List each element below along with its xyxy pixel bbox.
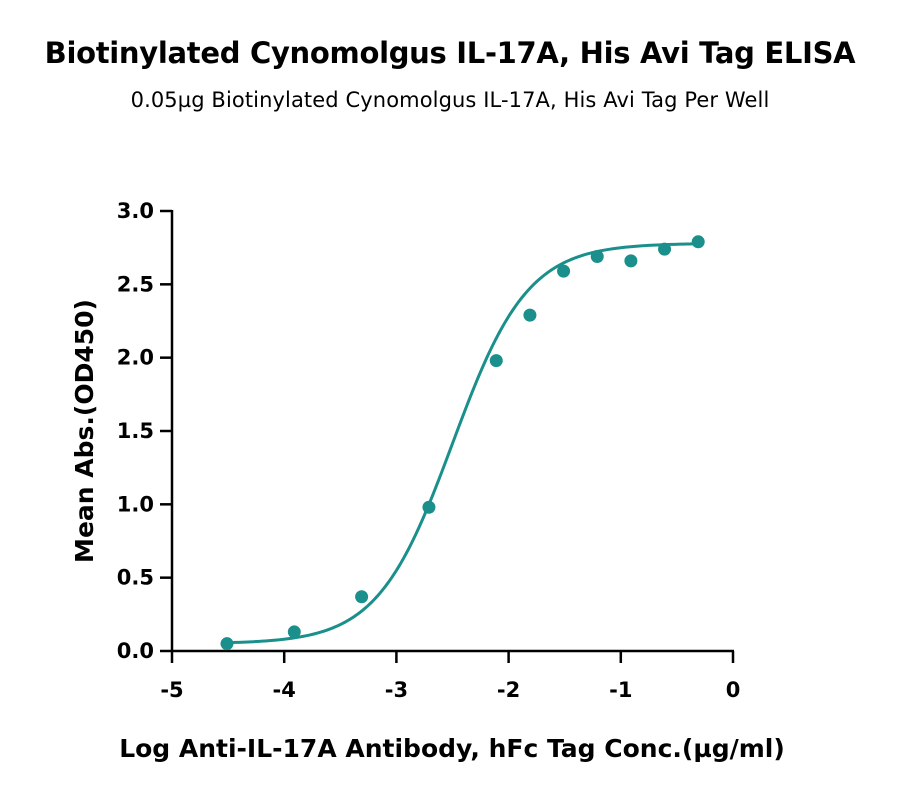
y-tick-label: 2.0 — [117, 346, 154, 370]
data-point — [355, 590, 369, 604]
x-tick-label: -4 — [273, 678, 296, 702]
x-tick-label: 0 — [726, 678, 741, 702]
data-point — [590, 249, 604, 263]
y-axis-label: Mean Abs.(OD450) — [70, 299, 99, 563]
data-point — [624, 254, 638, 268]
y-tick-label: 1.5 — [117, 419, 154, 443]
x-tick-label: -5 — [160, 678, 183, 702]
data-point — [489, 354, 503, 368]
data-point — [523, 308, 537, 322]
x-ticks: -5 -4 -3 -2 -1 0 — [160, 651, 740, 702]
data-point — [287, 625, 301, 639]
x-tick-label: -3 — [385, 678, 408, 702]
data-point — [422, 500, 436, 514]
axes — [170, 210, 734, 653]
data-point — [220, 637, 234, 651]
fit-curve — [226, 242, 699, 645]
chart-subtitle: 0.05µg Biotinylated Cynomolgus IL-17A, H… — [130, 88, 770, 112]
x-tick-label: -1 — [609, 678, 632, 702]
x-axis-label: Log Anti-IL-17A Antibody, hFc Tag Conc.(… — [119, 734, 785, 763]
y-tick-label: 1.0 — [117, 492, 154, 516]
y-tick-label: 0.5 — [117, 566, 154, 590]
data-points — [220, 235, 705, 651]
y-tick-label: 3.0 — [117, 199, 154, 223]
y-tick-label: 0.0 — [117, 639, 154, 663]
data-point — [658, 242, 672, 256]
data-point — [557, 264, 571, 278]
chart-title: Biotinylated Cynomolgus IL-17A, His Avi … — [44, 36, 856, 70]
data-point — [691, 235, 705, 249]
y-tick-label: 2.5 — [117, 272, 154, 296]
x-tick-label: -2 — [497, 678, 520, 702]
y-ticks: 0.0 0.5 1.0 1.5 2.0 2.5 3.0 — [117, 199, 172, 663]
